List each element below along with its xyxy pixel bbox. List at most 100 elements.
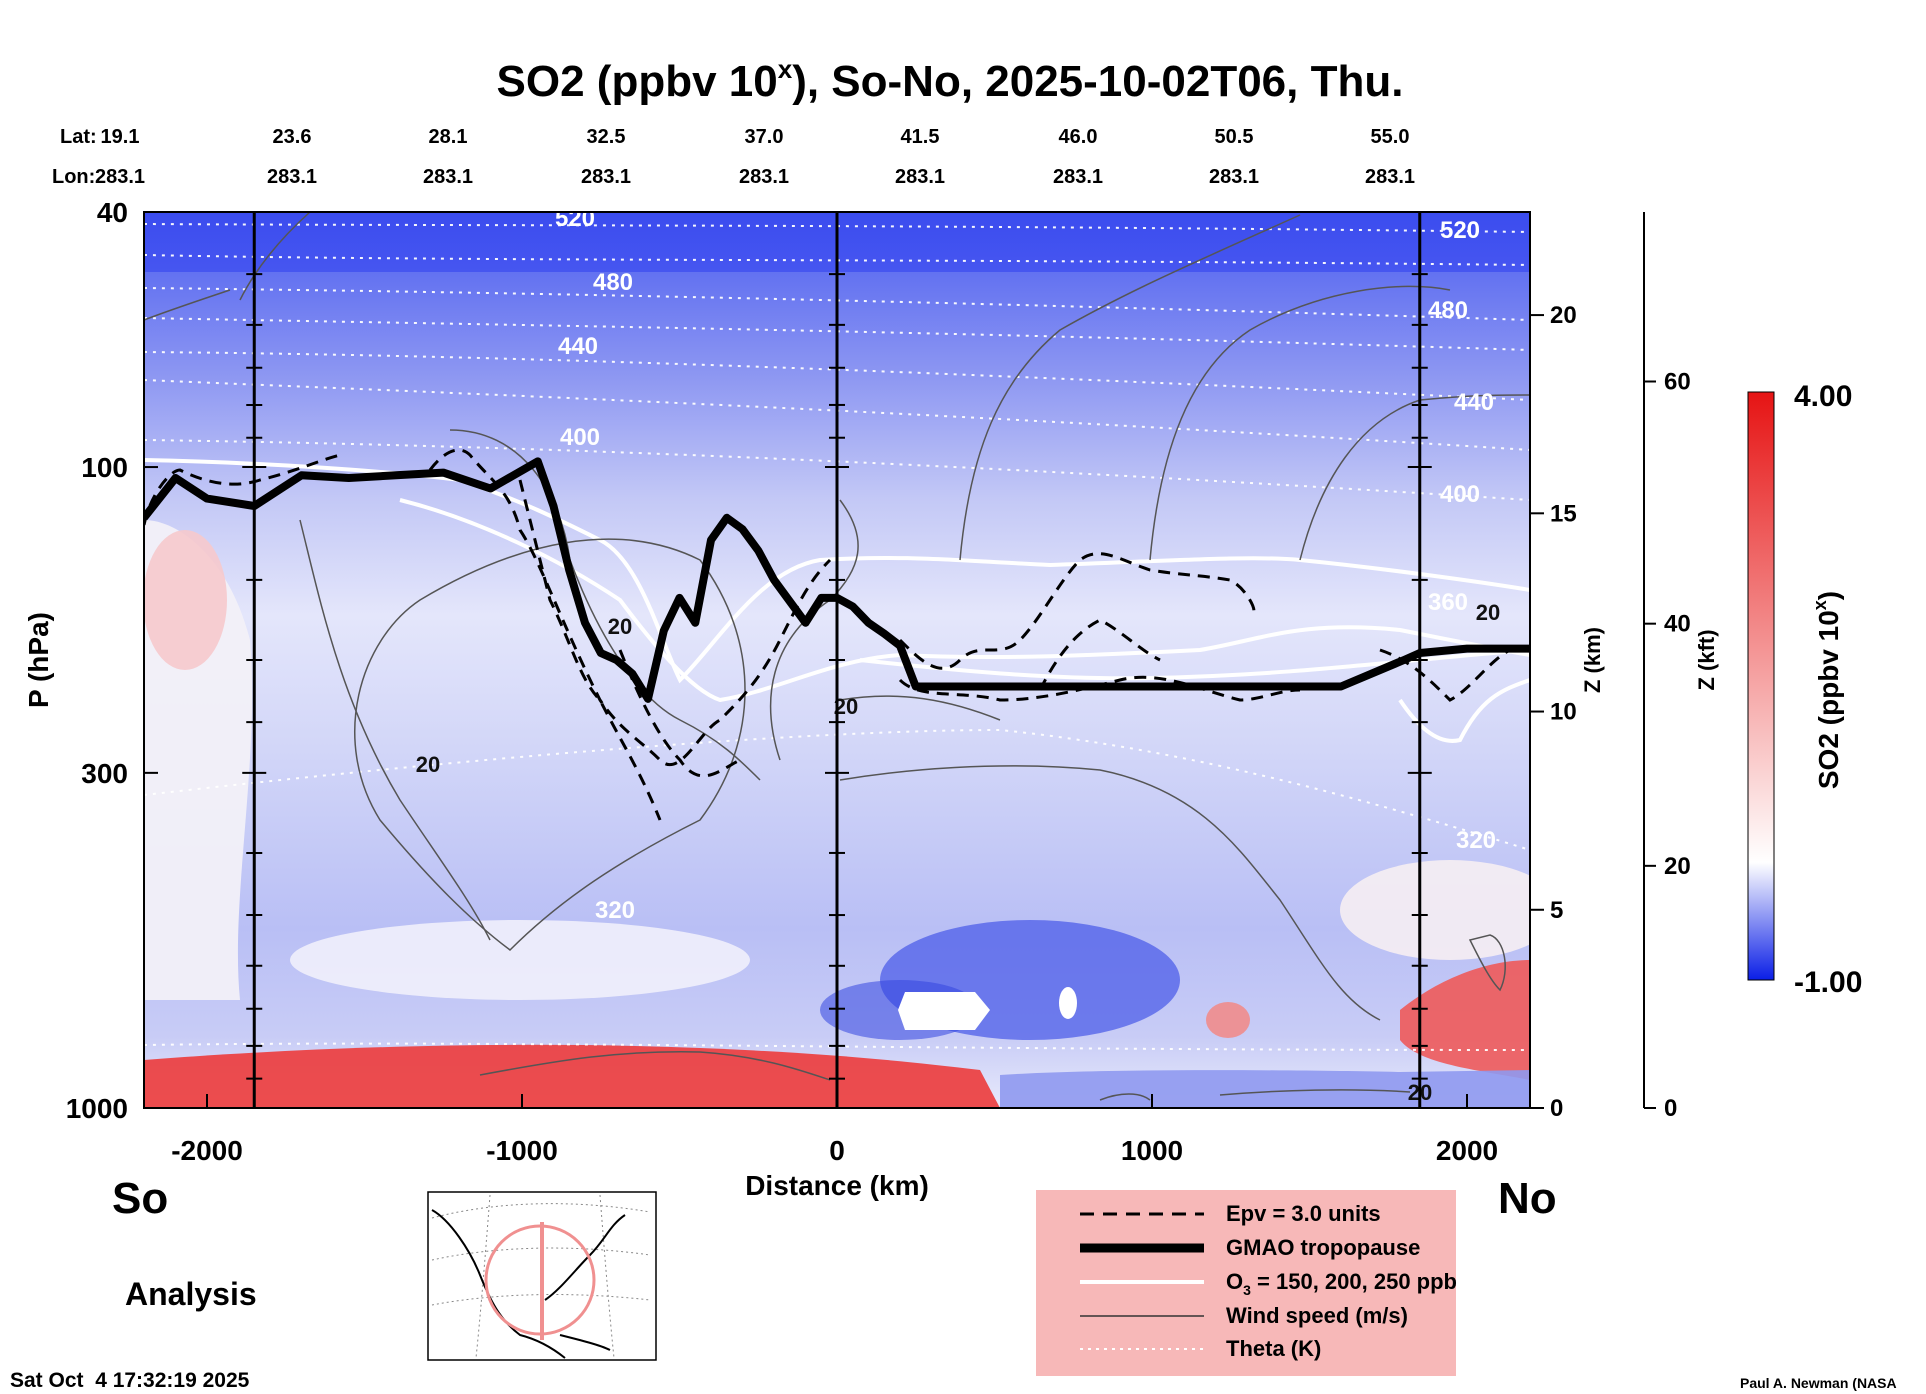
theta-label: 320 xyxy=(595,897,635,924)
wind-contour-10 xyxy=(239,212,311,301)
y-axis-label: P (hPa) xyxy=(23,612,54,708)
epv-contour-6 xyxy=(898,675,1301,702)
y-tick-label: 300 xyxy=(81,758,128,789)
wind-contour-3 xyxy=(299,519,491,941)
lat-value: 19.1 xyxy=(101,126,140,148)
gmao-tropopause-line xyxy=(144,457,1530,703)
wind-speed-label: 20 xyxy=(608,614,632,639)
theta-isentrope-420 xyxy=(144,379,1530,451)
wind-contour-1 xyxy=(354,538,746,951)
wind-contour-12 xyxy=(1468,934,1506,992)
z-km-tick-label: 0 xyxy=(1550,1095,1563,1122)
epv-contour-3 xyxy=(518,479,662,821)
lon-value: 283.1 xyxy=(423,166,473,188)
wind-contour-4 xyxy=(769,499,859,761)
z-kft-tick-label: 0 xyxy=(1664,1095,1677,1122)
lon-value: 283.1 xyxy=(1209,166,1259,188)
wind-contour-5 xyxy=(839,695,1001,721)
wind-speed-label: 20 xyxy=(1476,600,1500,625)
theta-isentrope-440 xyxy=(144,351,1530,401)
lat-value: 23.6 xyxy=(273,126,312,148)
so2-missing-data-2 xyxy=(1059,987,1077,1019)
theta-labels-right: 520 480 440 400 360 320 xyxy=(1428,217,1496,854)
colorbar-label: SO2 (ppbv 10x) xyxy=(1810,591,1844,789)
lat-value: 46.0 xyxy=(1059,126,1098,148)
theta-label: 400 xyxy=(560,424,600,451)
lat-value: 32.5 xyxy=(587,126,626,148)
so2-pink-patch-left xyxy=(144,530,227,670)
credit: Paul A. Newman (NASA xyxy=(1740,1375,1897,1391)
z-kft-axis-label: Z (kft) xyxy=(1694,629,1719,690)
so2-white-zone-2 xyxy=(1340,860,1530,960)
z-km-tick-label: 5 xyxy=(1550,897,1563,924)
lon-value: 283.1 xyxy=(1053,166,1103,188)
x-axis-label: Distance (km) xyxy=(745,1170,929,1201)
x-tick-label: -2000 xyxy=(171,1135,243,1166)
z-km-axis-label: Z (km) xyxy=(1580,627,1605,693)
so2-white-zone-1 xyxy=(290,920,750,1000)
map-longitude-line-2 xyxy=(599,1194,615,1359)
x-tick-label: -1000 xyxy=(486,1135,558,1166)
wind-contour-8 xyxy=(1149,285,1451,561)
epv-contour-2 xyxy=(428,448,832,767)
x-axis: -2000 -1000 0 1000 2000 xyxy=(171,1094,1498,1166)
z-km-tick-label: 10 xyxy=(1550,699,1577,726)
legend: Epv = 3.0 units GMAO tropopause O3 = 150, … xyxy=(1036,1190,1457,1376)
analysis-label: Analysis xyxy=(125,1276,257,1312)
lon-value: 283.1 xyxy=(895,166,945,188)
lat-label: Lat: xyxy=(60,126,97,148)
wind-contour-2 xyxy=(449,429,761,781)
lon-value: 283.1 xyxy=(1365,166,1415,188)
so2-surface-blue-right xyxy=(1000,1070,1530,1108)
lat-lon-header: 19.1 23.6 28.1 32.5 37.0 41.5 46.0 50.5 55.0 283.… xyxy=(95,126,1415,188)
wind-contour-7 xyxy=(959,214,1301,561)
legend-label: GMAO tropopause xyxy=(1226,1235,1420,1260)
theta-isentrope-400 xyxy=(144,439,1530,501)
so2-field: 520 480 440 400 320 520 480 440 400 360 320 20 20 2… xyxy=(144,205,1530,1108)
wind-contour-15 xyxy=(1099,1093,1151,1101)
lat-value: 28.1 xyxy=(429,126,468,148)
lon-label: Lon: xyxy=(52,166,95,188)
lon-value: 283.1 xyxy=(267,166,317,188)
theta-label: 440 xyxy=(1454,389,1494,416)
z-km-tick-label: 20 xyxy=(1550,302,1577,329)
z-km-axis: 0 5 10 15 20 xyxy=(1530,302,1577,1122)
north-label: No xyxy=(1498,1174,1557,1223)
epv-contour-1 xyxy=(144,453,341,526)
lat-value: 55.0 xyxy=(1371,126,1410,148)
y-tick-label: 1000 xyxy=(66,1093,128,1124)
theta-isentrope-480 xyxy=(144,287,1530,321)
timestamp: Sat Oct 4 17:32:19 2025 xyxy=(10,1369,250,1392)
theta-label: 400 xyxy=(1440,481,1480,508)
lat-value: 41.5 xyxy=(901,126,940,148)
colorbar xyxy=(1747,391,1775,981)
epv-contour-4 xyxy=(618,649,741,778)
theta-isentrope-520 xyxy=(144,223,1530,233)
theta-labels-left: 520 480 440 400 320 xyxy=(555,205,635,924)
z-kft-tick-label: 20 xyxy=(1664,853,1691,880)
z-kft-tick-label: 60 xyxy=(1664,369,1691,396)
y-tick-label: 100 xyxy=(81,452,128,483)
legend-label: Wind speed (m/s) xyxy=(1226,1303,1408,1328)
theta-label: 480 xyxy=(1428,297,1468,324)
map-inset xyxy=(427,1191,657,1361)
so2-red-blob xyxy=(1206,1002,1250,1038)
wind-speed-label: 20 xyxy=(416,752,440,777)
wind-contour-13 xyxy=(479,1051,831,1081)
z-kft-axis: 0 20 40 60 xyxy=(1643,212,1691,1122)
wind-contour-9 xyxy=(1299,394,1530,561)
z-kft-tick-label: 40 xyxy=(1664,611,1691,638)
so2-missing-data-1 xyxy=(898,992,990,1030)
theta-label: 520 xyxy=(1440,217,1480,244)
theta-label: 520 xyxy=(555,205,595,232)
map-coastline xyxy=(431,1209,626,1359)
y-tick-label: 40 xyxy=(97,197,128,228)
colorbar-min-label: -1.00 xyxy=(1794,966,1862,999)
map-latitude-line-3 xyxy=(431,1294,651,1306)
chart-title: SO2 (ppbv 10x), So-No, 2025-10-02T06, Th… xyxy=(497,54,1404,106)
theta-isentrope-460 xyxy=(144,317,1530,351)
map-longitude-line-1 xyxy=(475,1194,491,1359)
x-tick-label: 2000 xyxy=(1436,1135,1498,1166)
lat-value: 37.0 xyxy=(745,126,784,148)
theta-label: 320 xyxy=(1456,827,1496,854)
